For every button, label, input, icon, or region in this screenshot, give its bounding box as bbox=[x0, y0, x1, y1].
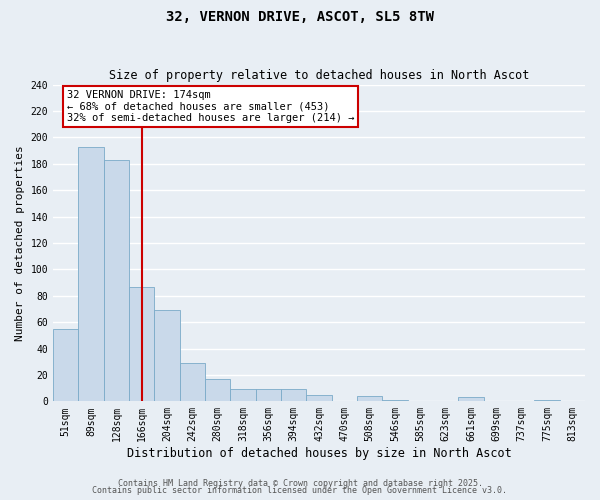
Text: 32, VERNON DRIVE, ASCOT, SL5 8TW: 32, VERNON DRIVE, ASCOT, SL5 8TW bbox=[166, 10, 434, 24]
Bar bbox=[458, 398, 484, 402]
Text: Contains public sector information licensed under the Open Government Licence v3: Contains public sector information licen… bbox=[92, 486, 508, 495]
X-axis label: Distribution of detached houses by size in North Ascot: Distribution of detached houses by size … bbox=[127, 447, 511, 460]
Bar bbox=[53, 328, 79, 402]
Bar bbox=[382, 400, 407, 402]
Title: Size of property relative to detached houses in North Ascot: Size of property relative to detached ho… bbox=[109, 69, 529, 82]
Bar bbox=[79, 146, 104, 402]
Bar bbox=[104, 160, 129, 402]
Bar bbox=[281, 390, 307, 402]
Text: 32 VERNON DRIVE: 174sqm
← 68% of detached houses are smaller (453)
32% of semi-d: 32 VERNON DRIVE: 174sqm ← 68% of detache… bbox=[67, 90, 355, 123]
Bar bbox=[256, 390, 281, 402]
Bar bbox=[230, 390, 256, 402]
Bar bbox=[307, 394, 332, 402]
Bar bbox=[129, 286, 154, 402]
Text: Contains HM Land Registry data © Crown copyright and database right 2025.: Contains HM Land Registry data © Crown c… bbox=[118, 478, 482, 488]
Bar bbox=[205, 379, 230, 402]
Bar bbox=[179, 363, 205, 402]
Bar bbox=[357, 396, 382, 402]
Bar bbox=[154, 310, 179, 402]
Y-axis label: Number of detached properties: Number of detached properties bbox=[15, 145, 25, 341]
Bar bbox=[535, 400, 560, 402]
